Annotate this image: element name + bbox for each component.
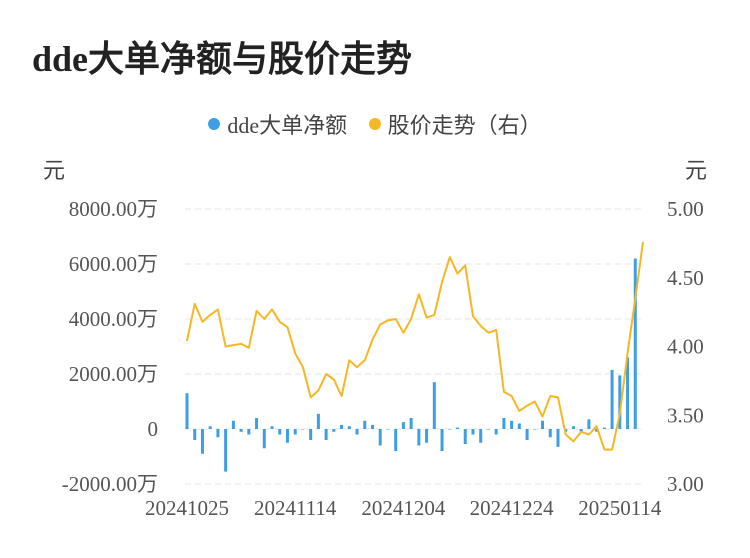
dde-bar	[370, 424, 374, 429]
dde-bar	[363, 420, 367, 429]
dde-bar	[278, 429, 282, 435]
right-tick-label: 5.00	[667, 197, 704, 221]
x-tick-label: 20250114	[578, 496, 662, 520]
dde-bar	[270, 426, 274, 429]
dde-bar	[571, 426, 575, 429]
dde-bar	[224, 429, 228, 472]
dde-bar	[633, 258, 637, 429]
dde-bar	[432, 382, 436, 429]
legend-item-price[interactable]: 股价走势（右）	[368, 108, 542, 140]
dde-bar	[216, 429, 220, 438]
legend-label-price: 股价走势（右）	[387, 113, 542, 138]
dde-bar	[533, 429, 537, 430]
legend-item-dde[interactable]: dde大单净额	[208, 108, 347, 140]
x-tick-label: 20241204	[361, 496, 446, 520]
dde-bar	[618, 375, 622, 429]
dde-bar	[610, 369, 614, 429]
dde-bar	[347, 426, 351, 429]
right-tick-label: 4.00	[667, 335, 704, 359]
dde-bar	[401, 422, 405, 429]
dde-bar	[448, 429, 452, 430]
dde-bar	[324, 429, 328, 440]
dde-bar	[502, 418, 506, 429]
left-tick-label: 6000.00万	[69, 252, 158, 276]
left-tick-label: 8000.00万	[69, 197, 158, 221]
dde-bar	[587, 419, 591, 429]
dde-bar	[301, 429, 305, 430]
dde-bar	[626, 357, 630, 429]
chart-legend: dde大单净额 股价走势（右）	[0, 108, 750, 140]
dde-bar	[556, 429, 560, 447]
right-tick-label: 3.00	[667, 472, 704, 496]
x-axis-ticks: 20241025 20241114 20241204 20241224 20250114	[145, 496, 662, 520]
legend-dot-dde	[208, 118, 221, 130]
right-tick-label: 4.50	[667, 266, 704, 290]
dde-bar	[602, 427, 606, 429]
left-axis-ticks: 8000.00万 6000.00万 4000.00万 2000.00万 0 -2000.0…	[62, 197, 158, 496]
dde-bar	[239, 429, 243, 432]
dde-bar	[440, 429, 444, 451]
legend-dot-price	[368, 118, 381, 130]
legend-label-dde: dde大单净额	[227, 113, 348, 138]
dde-bar	[316, 413, 320, 429]
x-tick-label: 20241224	[470, 496, 555, 520]
dde-bar	[247, 429, 251, 435]
dde-bar	[193, 429, 197, 440]
price-line	[186, 241, 644, 451]
left-tick-label: 0	[148, 417, 159, 441]
dde-bar	[378, 429, 382, 446]
dde-bar	[541, 420, 545, 429]
x-tick-label: 20241025	[145, 496, 229, 520]
dde-bar	[386, 429, 390, 430]
right-axis-unit: 元	[685, 158, 707, 183]
dde-bar	[262, 429, 266, 449]
left-tick-label: 2000.00万	[69, 362, 158, 386]
dde-bars	[185, 258, 637, 472]
dde-bar	[417, 429, 421, 446]
left-tick-label: 4000.00万	[69, 307, 158, 331]
dde-bar	[494, 429, 498, 435]
dde-bar	[355, 429, 359, 435]
dde-bar	[486, 429, 490, 430]
dde-bar	[255, 418, 259, 429]
chart-title: dde大单净额与股价走势	[32, 39, 413, 79]
dde-bar	[579, 429, 583, 432]
dde-bar	[510, 420, 514, 429]
dde-bar	[332, 429, 336, 432]
grid-lines	[185, 208, 641, 485]
dde-bar	[394, 429, 398, 451]
dde-bar	[517, 423, 521, 429]
dde-bar	[463, 429, 467, 445]
right-tick-label: 3.50	[667, 403, 704, 427]
dde-bar	[425, 429, 429, 443]
x-tick-label: 20241114	[254, 496, 337, 520]
dde-bar	[185, 393, 189, 429]
dde-bar	[479, 429, 483, 443]
dde-bar	[471, 429, 475, 435]
dde-bar	[293, 429, 297, 435]
price-series-line	[186, 241, 644, 451]
left-axis-unit: 元	[43, 158, 65, 183]
dde-bar	[200, 429, 204, 454]
dde-bar	[340, 424, 344, 429]
dde-bar	[285, 429, 289, 443]
left-tick-label: -2000.00万	[62, 472, 158, 496]
dde-bar	[409, 418, 413, 429]
dde-bar	[456, 427, 460, 429]
dde-bar	[309, 429, 313, 440]
dde-bar	[548, 429, 552, 438]
dde-bar	[208, 426, 212, 429]
dde-bar	[231, 420, 235, 429]
dde-bar	[525, 429, 529, 440]
dde-bar	[595, 429, 599, 432]
right-axis-ticks: 5.00 4.50 4.00 3.50 3.00	[667, 197, 704, 496]
